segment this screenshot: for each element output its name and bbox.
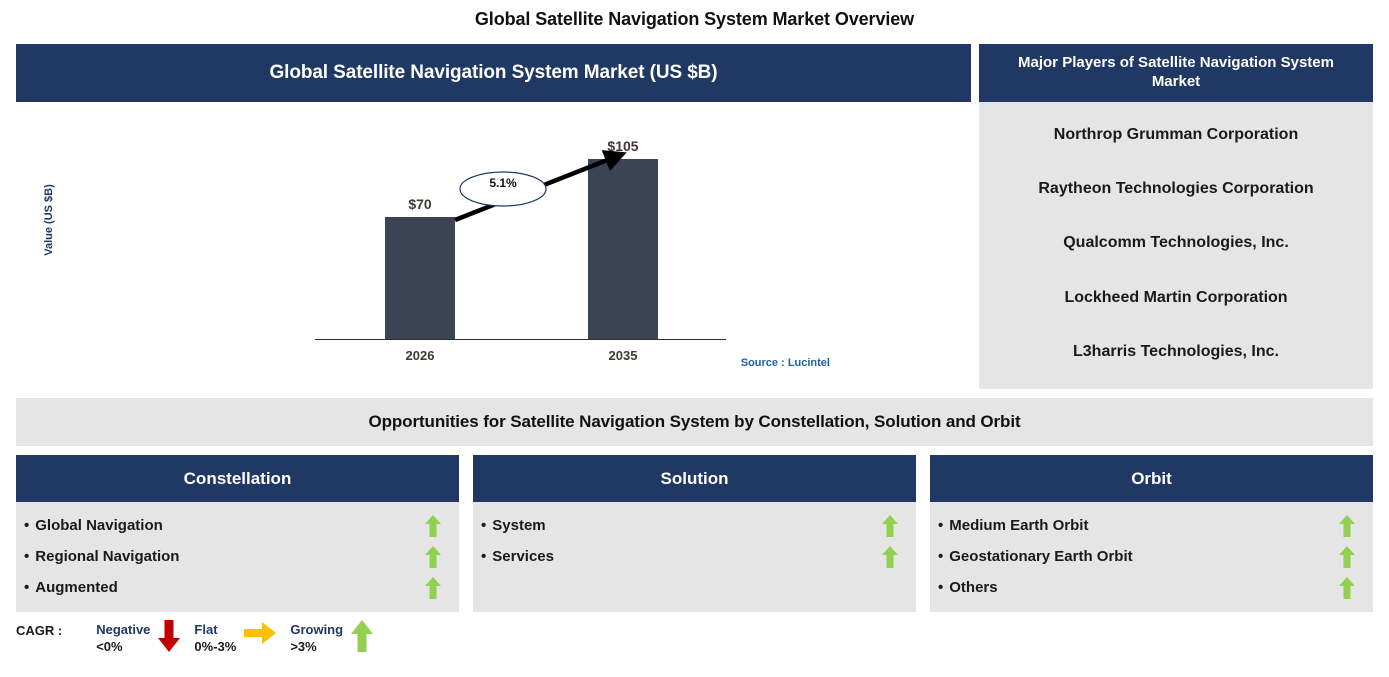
list-item: Augmented bbox=[24, 572, 451, 603]
chart-panel-header: Global Satellite Navigation System Marke… bbox=[16, 44, 971, 102]
arrow-up-icon bbox=[425, 545, 441, 568]
arrow-down-icon bbox=[158, 620, 181, 652]
bar-value-2026: $70 bbox=[408, 196, 432, 212]
arrow-up-icon bbox=[351, 620, 374, 652]
list-item: Global Navigation bbox=[24, 510, 451, 541]
list-item: Geostationary Earth Orbit bbox=[938, 541, 1365, 572]
segment-item-label: Medium Earth Orbit bbox=[938, 517, 1088, 534]
bar-category-2026: 2026 bbox=[405, 348, 435, 363]
cagr-legend: CAGR : Negative <0% Flat 0%-3% Growing >… bbox=[16, 620, 387, 666]
cagr-legend-entry-flat: Flat 0%-3% bbox=[194, 620, 284, 655]
arrow-up-icon bbox=[1339, 545, 1355, 568]
list-item: Services bbox=[481, 541, 908, 572]
chart-y-axis-label: Value (US $B) bbox=[43, 184, 55, 256]
list-item: Raytheon Technologies Corporation bbox=[1038, 180, 1314, 198]
segment-column-orbit: Orbit Medium Earth Orbit Geostationary E… bbox=[930, 455, 1373, 612]
segment-item-label: Geostationary Earth Orbit bbox=[938, 548, 1132, 565]
segment-items-solution: System Services bbox=[473, 502, 916, 572]
segment-columns: Constellation Global Navigation Regional… bbox=[16, 455, 1373, 612]
cagr-legend-texts: Negative <0% bbox=[96, 620, 150, 655]
chart-x-axis-line bbox=[315, 339, 726, 340]
list-item: L3harris Technologies, Inc. bbox=[1073, 342, 1279, 360]
cagr-legend-name: Negative bbox=[96, 622, 151, 637]
cagr-legend-entry-negative: Negative <0% bbox=[96, 620, 188, 655]
segment-header-solution: Solution bbox=[473, 455, 916, 502]
chart-source-label: Source : Lucintel bbox=[740, 357, 830, 369]
cagr-legend-range: 0%-3% bbox=[194, 638, 237, 654]
arrow-up-icon bbox=[882, 514, 898, 537]
bar-category-2035: 2035 bbox=[608, 348, 638, 363]
cagr-value-label: 5.1% bbox=[489, 176, 517, 190]
cagr-legend-name: Growing bbox=[290, 622, 344, 637]
opportunities-band: Opportunities for Satellite Navigation S… bbox=[16, 398, 1373, 446]
list-item: Qualcomm Technologies, Inc. bbox=[1063, 234, 1289, 252]
cagr-legend-texts: Growing >3% bbox=[290, 620, 343, 655]
segment-column-constellation: Constellation Global Navigation Regional… bbox=[16, 455, 459, 612]
chart-plot-area: $70 $105 2026 2035 5.1% bbox=[315, 110, 726, 363]
bar-value-2035: $105 bbox=[607, 138, 639, 154]
cagr-legend-range: <0% bbox=[96, 638, 123, 654]
major-players-header: Major Players of Satellite Navigation Sy… bbox=[979, 44, 1373, 102]
segment-header-constellation: Constellation bbox=[16, 455, 459, 502]
segment-header-orbit: Orbit bbox=[930, 455, 1373, 502]
arrow-up-icon bbox=[1339, 576, 1355, 599]
segment-item-label: Augmented bbox=[24, 579, 118, 596]
cagr-legend-texts: Flat 0%-3% bbox=[194, 620, 236, 655]
segment-header-label: Solution bbox=[660, 468, 729, 488]
segment-item-label: Regional Navigation bbox=[24, 548, 179, 565]
arrow-right-icon bbox=[244, 622, 277, 644]
bar-2035 bbox=[588, 159, 658, 339]
segment-header-label: Orbit bbox=[1131, 468, 1172, 488]
major-players-list: Northrop Grumman Corporation Raytheon Te… bbox=[979, 102, 1373, 389]
cagr-growth-arrow-icon bbox=[454, 150, 627, 223]
page-title: Global Satellite Navigation System Marke… bbox=[474, 9, 915, 29]
segment-item-label: System bbox=[481, 517, 545, 534]
arrow-up-icon bbox=[1339, 514, 1355, 537]
major-players-panel: Major Players of Satellite Navigation Sy… bbox=[979, 44, 1373, 389]
list-item: Regional Navigation bbox=[24, 541, 451, 572]
list-item: Medium Earth Orbit bbox=[938, 510, 1365, 541]
list-item: Others bbox=[938, 572, 1365, 603]
list-item: Northrop Grumman Corporation bbox=[1053, 126, 1299, 144]
cagr-legend-entry-growing: Growing >3% bbox=[290, 620, 381, 655]
bar-2026 bbox=[385, 217, 455, 339]
segment-item-label: Global Navigation bbox=[24, 517, 163, 534]
cagr-legend-name: Flat bbox=[194, 622, 218, 637]
segment-item-label: Services bbox=[481, 548, 554, 565]
list-item: Lockheed Martin Corporation bbox=[1064, 288, 1288, 306]
cagr-legend-title: CAGR : bbox=[16, 623, 63, 638]
segment-column-solution: Solution System Services bbox=[473, 455, 916, 612]
opportunities-title: Opportunities for Satellite Navigation S… bbox=[368, 412, 1021, 431]
arrow-up-icon bbox=[425, 576, 441, 599]
top-row: Global Satellite Navigation System Marke… bbox=[16, 44, 1373, 389]
market-chart-panel: Global Satellite Navigation System Marke… bbox=[16, 44, 971, 389]
arrow-up-icon bbox=[882, 545, 898, 568]
cagr-legend-range: >3% bbox=[290, 638, 317, 654]
chart-body: Value (US $B) $70 $105 2026 2035 bbox=[16, 102, 971, 389]
arrow-up-icon bbox=[425, 514, 441, 537]
major-players-title: Major Players of Satellite Navigation Sy… bbox=[1018, 54, 1334, 90]
segment-item-label: Others bbox=[938, 579, 997, 596]
chart-panel-title: Global Satellite Navigation System Marke… bbox=[269, 62, 718, 83]
segment-items-orbit: Medium Earth Orbit Geostationary Earth O… bbox=[930, 502, 1373, 603]
segment-header-label: Constellation bbox=[183, 468, 292, 488]
segment-items-constellation: Global Navigation Regional Navigation Au… bbox=[16, 502, 459, 603]
list-item: System bbox=[481, 510, 908, 541]
